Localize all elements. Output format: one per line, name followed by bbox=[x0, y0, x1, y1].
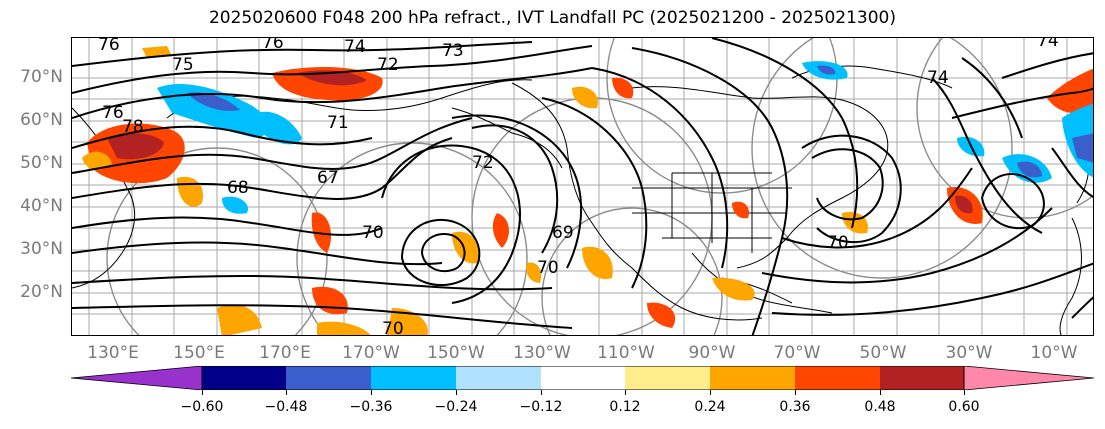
colorbar-tick-label: −0.48 bbox=[264, 399, 308, 415]
lat-label: 50°N bbox=[20, 153, 63, 173]
colorbar-tick-label: −0.12 bbox=[519, 399, 563, 415]
contour-label: 78 bbox=[122, 117, 144, 137]
lon-label: 110°W bbox=[597, 343, 655, 363]
contour-label: 76 bbox=[102, 103, 124, 123]
colorbar-tickmark bbox=[710, 390, 711, 395]
colorbar-segment bbox=[795, 366, 880, 390]
colorbar-tick-label: 0.12 bbox=[609, 399, 641, 415]
contour-labels: 76 76 74 73 72 75 76 78 71 68 67 72 69 7… bbox=[98, 38, 1059, 336]
lon-label: 170°E bbox=[259, 343, 311, 363]
colorbar bbox=[71, 366, 1094, 390]
colorbar-segment bbox=[625, 366, 710, 390]
contour-label: 75 bbox=[172, 55, 194, 75]
contour-label: 76 bbox=[98, 38, 120, 55]
lon-label: 170°W bbox=[342, 343, 400, 363]
colorbar-segment bbox=[710, 366, 795, 390]
colorbar-tickmark bbox=[964, 390, 965, 395]
colorbar-segment bbox=[202, 366, 286, 390]
colorbar-segment bbox=[371, 366, 456, 390]
lon-label: 150°E bbox=[173, 343, 225, 363]
colorbar-tick-label: 0.60 bbox=[948, 399, 980, 415]
contour-label: 70 bbox=[827, 233, 849, 253]
contour-label: 67 bbox=[317, 168, 339, 188]
lon-label: 30°W bbox=[945, 343, 993, 363]
colorbar-extend-low bbox=[71, 366, 203, 390]
colorbar-tick-label: 0.36 bbox=[779, 399, 811, 415]
lat-label: 40°N bbox=[20, 196, 63, 216]
map-canvas: 76 76 74 73 72 75 76 78 71 68 67 72 69 7… bbox=[72, 38, 1093, 336]
colorbar-extend-high bbox=[963, 366, 1094, 390]
colorbar-outline bbox=[201, 366, 965, 390]
colorbar-tick-label: −0.36 bbox=[349, 399, 393, 415]
colorbar-tickmark bbox=[286, 390, 287, 395]
colorbar-segment bbox=[880, 366, 964, 390]
contours bbox=[72, 38, 1093, 335]
contour-label: 76 bbox=[262, 38, 284, 53]
colorbar-segment bbox=[456, 366, 541, 390]
colorbar-segment bbox=[541, 366, 625, 390]
lon-label: 130°W bbox=[513, 343, 571, 363]
colorbar-tickmark bbox=[625, 390, 626, 395]
contour-label: 72 bbox=[472, 153, 494, 173]
lon-label: 90°W bbox=[688, 343, 736, 363]
lon-label: 70°W bbox=[773, 343, 821, 363]
lat-label: 20°N bbox=[20, 282, 63, 302]
contour-label: 71 bbox=[327, 113, 349, 133]
map-panel: 76 76 74 73 72 75 76 78 71 68 67 72 69 7… bbox=[71, 37, 1094, 336]
colorbar-svg bbox=[71, 366, 1094, 390]
anomaly-shading bbox=[82, 46, 1093, 335]
contour-label: 72 bbox=[377, 55, 399, 75]
colorbar-tick-label: −0.60 bbox=[180, 399, 224, 415]
contour-label: 69 bbox=[552, 223, 574, 243]
colorbar-tickmark bbox=[880, 390, 881, 395]
contour-label: 74 bbox=[1037, 38, 1059, 51]
contour-label: 74 bbox=[927, 68, 949, 88]
colorbar-segment bbox=[286, 366, 371, 390]
lon-label: 130°E bbox=[87, 343, 139, 363]
coastlines bbox=[72, 65, 1090, 335]
lon-label: 50°W bbox=[859, 343, 907, 363]
lat-label: 30°N bbox=[20, 239, 63, 259]
contour-label: 73 bbox=[442, 41, 464, 61]
lat-label: 70°N bbox=[20, 67, 63, 87]
colorbar-tickmark bbox=[795, 390, 796, 395]
colorbar-tickmark bbox=[541, 390, 542, 395]
contour-label: 74 bbox=[344, 38, 366, 57]
map-title: 2025020600 F048 200 hPa refract., IVT La… bbox=[208, 8, 896, 28]
contour-label: 70 bbox=[382, 319, 404, 336]
lon-label: 10°W bbox=[1030, 343, 1078, 363]
lat-label: 60°N bbox=[20, 110, 63, 130]
lon-label: 150°W bbox=[427, 343, 485, 363]
colorbar-tickmark bbox=[202, 390, 203, 395]
contour-label: 68 bbox=[227, 178, 249, 198]
contour-label: 70 bbox=[537, 258, 559, 278]
colorbar-tick-label: −0.24 bbox=[434, 399, 478, 415]
colorbar-tick-label: 0.48 bbox=[864, 399, 896, 415]
colorbar-tick-label: 0.24 bbox=[694, 399, 726, 415]
colorbar-tickmark bbox=[456, 390, 457, 395]
contour-label: 70 bbox=[362, 223, 384, 243]
colorbar-tickmark bbox=[371, 390, 372, 395]
